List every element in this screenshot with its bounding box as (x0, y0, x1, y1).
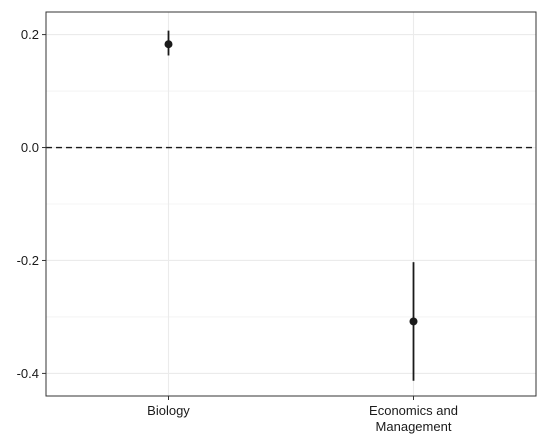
y-tick-label: 0.0 (21, 140, 39, 155)
y-tick-label: -0.2 (17, 253, 39, 268)
grid-lines (46, 12, 536, 396)
panel-border (45, 11, 537, 397)
data-marks (164, 30, 418, 381)
x-tick-label: Biology (147, 403, 190, 418)
data-point (164, 40, 173, 49)
y-tick-label: 0.2 (21, 27, 39, 42)
y-tick-label: -0.4 (17, 366, 39, 381)
axes: 0.2 0.0 -0.2 -0.4 Biology Economics and Manage… (17, 27, 458, 434)
x-tick-label: Economics and Management (369, 403, 458, 434)
data-point (409, 317, 418, 326)
